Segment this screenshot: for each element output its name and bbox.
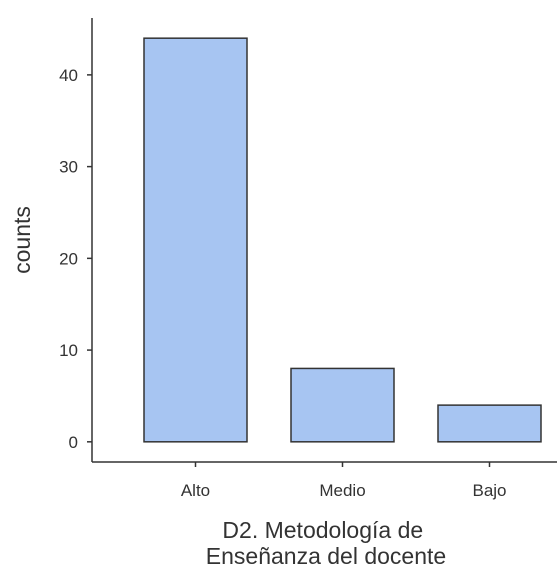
bar-medio xyxy=(290,367,395,443)
y-tick-label: 30 xyxy=(59,158,78,177)
x-ticks-group: Alto Medio Bajo xyxy=(181,462,507,500)
axes-group xyxy=(91,18,557,463)
y-tick-label: 10 xyxy=(59,341,78,360)
y-tick-label: 40 xyxy=(59,66,78,85)
x-axis-title-line-1: D2. Metodología de xyxy=(222,517,423,543)
y-tick-label: 20 xyxy=(59,249,78,268)
x-tick-label: Bajo xyxy=(472,481,506,500)
x-axis-title-line-2: Enseñanza del docente xyxy=(206,543,446,569)
x-tick-label: Medio xyxy=(319,481,365,500)
bar-bajo xyxy=(437,404,542,443)
bar-alto xyxy=(143,37,248,443)
y-tick-label: 0 xyxy=(69,433,78,452)
bars-group xyxy=(143,37,542,443)
x-axis-title: D2. Metodología de Enseñanza del docente xyxy=(206,517,446,569)
x-tick-label: Alto xyxy=(181,481,210,500)
y-ticks-group: 0 10 20 30 40 xyxy=(59,66,92,452)
y-axis-title: counts xyxy=(9,206,35,274)
